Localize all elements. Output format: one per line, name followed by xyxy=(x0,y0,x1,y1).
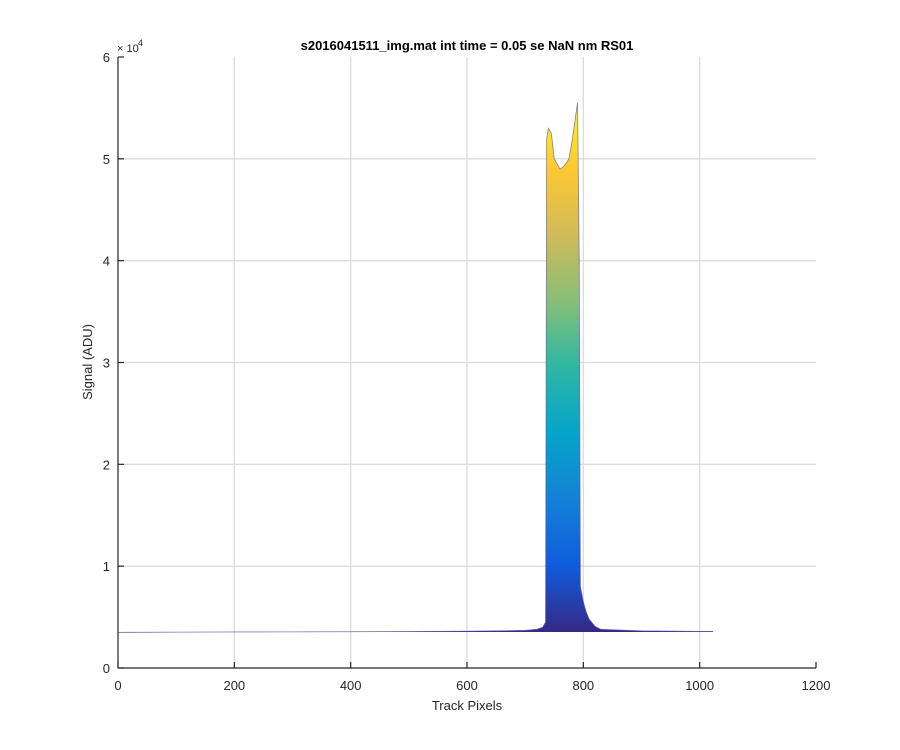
y-exponent-power: 4 xyxy=(138,38,143,48)
x-tick-label: 1200 xyxy=(802,678,831,693)
grid xyxy=(118,57,816,668)
y-tick-label: 2 xyxy=(103,457,110,472)
x-tick-label: 800 xyxy=(572,678,594,693)
tick-layer: 0 200 400 600 800 1000 1200 0 1 2 3 4 5 6 xyxy=(103,50,831,693)
series-layer xyxy=(117,102,714,633)
x-tick-label: 200 xyxy=(223,678,245,693)
signal-line xyxy=(117,102,714,633)
x-axis-label: Track Pixels xyxy=(432,698,503,713)
y-tick-label: 4 xyxy=(103,254,110,269)
x-tick-label: 1000 xyxy=(685,678,714,693)
y-exponent-base: × 10 xyxy=(117,43,139,55)
x-tick-label: 600 xyxy=(456,678,478,693)
x-tick-label: 0 xyxy=(114,678,121,693)
y-axis-label: Signal (ADU) xyxy=(80,324,95,400)
y-tick-label: 6 xyxy=(103,50,110,65)
signal-area xyxy=(118,102,714,633)
chart-title: s2016041511_img.mat int time = 0.05 se N… xyxy=(301,38,634,53)
y-tick-label: 5 xyxy=(103,152,110,167)
x-tick-label: 400 xyxy=(340,678,362,693)
y-tick-label: 3 xyxy=(103,356,110,371)
y-tick-label: 1 xyxy=(103,559,110,574)
y-tick-label: 0 xyxy=(103,661,110,676)
